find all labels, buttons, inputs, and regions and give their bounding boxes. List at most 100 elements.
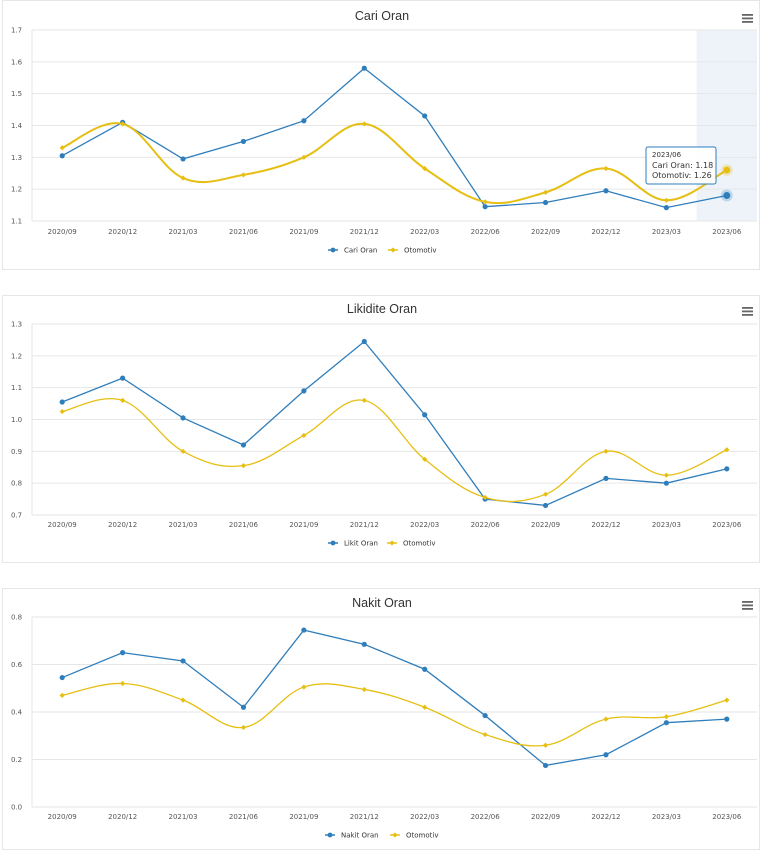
data-point-otomotiv[interactable] xyxy=(180,697,186,703)
x-tick-label: 2023/06 xyxy=(712,521,742,529)
y-tick-label: 0.2 xyxy=(11,756,22,764)
data-point-likit-oran[interactable] xyxy=(240,442,247,448)
data-point-nakit-oran[interactable] xyxy=(422,666,428,672)
data-point-otomotiv[interactable] xyxy=(542,189,549,195)
data-point-cari-oran[interactable] xyxy=(361,65,367,71)
data-point-nakit-oran[interactable] xyxy=(603,752,609,758)
data-point-otomotiv[interactable] xyxy=(663,197,669,203)
data-point-otomotiv[interactable] xyxy=(301,432,307,439)
data-point-otomotiv[interactable] xyxy=(663,714,669,720)
legend-label: Otomotiv xyxy=(403,540,435,548)
legend-item-otomotiv[interactable]: Otomotiv xyxy=(388,247,436,255)
data-point-nakit-oran[interactable] xyxy=(180,658,186,664)
data-point-otomotiv[interactable] xyxy=(422,704,428,710)
data-point-otomotiv[interactable] xyxy=(59,408,65,415)
data-point-nakit-oran[interactable] xyxy=(482,712,488,719)
data-point-cari-oran[interactable] xyxy=(542,199,549,206)
data-point-otomotiv[interactable] xyxy=(59,692,65,698)
data-point-likit-oran[interactable] xyxy=(180,415,186,421)
legend-item-cari-oran[interactable]: Cari Oran xyxy=(328,247,377,255)
data-point-otomotiv[interactable] xyxy=(603,448,609,454)
data-point-nakit-oran[interactable] xyxy=(542,762,549,769)
x-tick-label: 2021/09 xyxy=(289,521,318,529)
y-tick-label: 0.6 xyxy=(11,661,23,669)
legend-label: Nakit Oran xyxy=(341,832,379,840)
data-point-cari-oran[interactable] xyxy=(240,138,247,145)
data-point-likit-oran[interactable] xyxy=(422,412,428,418)
data-point-otomotiv[interactable] xyxy=(59,145,65,151)
x-tick-label: 2020/09 xyxy=(48,228,77,236)
hamburger-menu-icon[interactable] xyxy=(742,601,753,610)
chart-title: Cari Oran xyxy=(355,9,409,23)
data-point-likit-oran[interactable] xyxy=(603,475,609,481)
legend-label: Likit Oran xyxy=(344,540,378,548)
x-tick-label: 2021/03 xyxy=(168,521,197,529)
y-tick-label: 0.8 xyxy=(11,480,22,488)
data-point-otomotiv[interactable] xyxy=(240,172,247,178)
data-point-likit-oran[interactable] xyxy=(301,388,307,394)
legend-item-likit-oran[interactable]: Likit Oran xyxy=(328,540,378,548)
x-tick-label: 2023/03 xyxy=(652,228,681,236)
legend-marker xyxy=(389,540,395,546)
data-point-otomotiv[interactable] xyxy=(603,716,609,722)
data-point-nakit-oran[interactable] xyxy=(120,650,126,656)
data-point-likit-oran[interactable] xyxy=(663,480,669,486)
data-point-cari-oran[interactable] xyxy=(59,153,65,159)
data-point-likit-oran[interactable] xyxy=(120,375,126,381)
data-point-otomotiv[interactable] xyxy=(361,397,367,403)
y-tick-label: 0.9 xyxy=(11,448,22,456)
data-point-otomotiv[interactable] xyxy=(120,680,126,687)
y-tick-label: 0.7 xyxy=(11,512,22,520)
data-point-likit-oran[interactable] xyxy=(724,466,730,472)
data-point-nakit-oran[interactable] xyxy=(663,720,669,726)
data-point-nakit-oran[interactable] xyxy=(301,627,307,633)
data-point-otomotiv[interactable] xyxy=(180,175,186,181)
data-point-otomotiv[interactable] xyxy=(482,199,488,205)
data-point-otomotiv[interactable] xyxy=(120,397,126,403)
data-point-cari-oran[interactable] xyxy=(603,188,609,194)
x-tick-label: 2020/12 xyxy=(108,813,137,821)
data-point-nakit-oran[interactable] xyxy=(240,704,247,710)
chart-cari-oran: Cari Oran 1.1 1.2 1.3 1.4 1.5 1.6 1.7 2020/09 202… xyxy=(11,9,757,255)
y-tick-label: 1.1 xyxy=(11,384,22,392)
data-point-otomotiv[interactable] xyxy=(240,463,247,469)
data-point-likit-oran[interactable] xyxy=(59,399,65,405)
data-point-otomotiv[interactable] xyxy=(301,154,307,160)
y-tick-label: 1.2 xyxy=(11,352,22,360)
data-point-likit-oran[interactable] xyxy=(542,502,549,509)
data-point-otomotiv[interactable] xyxy=(422,165,428,172)
data-point-otomotiv[interactable] xyxy=(361,121,367,127)
data-point-likit-oran[interactable] xyxy=(361,338,367,345)
data-point-nakit-oran[interactable] xyxy=(59,674,65,681)
hamburger-menu-icon[interactable] xyxy=(742,14,753,23)
legend-item-nakit-oran[interactable]: Nakit Oran xyxy=(325,832,379,840)
x-tick-label: 2020/12 xyxy=(108,521,137,529)
data-point-otomotiv[interactable] xyxy=(542,742,549,748)
data-point-otomotiv[interactable] xyxy=(120,121,126,127)
x-tick-label: 2023/03 xyxy=(652,813,681,821)
data-point-cari-oran[interactable] xyxy=(180,156,186,162)
x-tick-label: 2020/09 xyxy=(48,521,77,529)
data-point-otomotiv[interactable] xyxy=(240,724,247,731)
data-point-otomotiv[interactable] xyxy=(603,165,609,172)
data-point-nakit-oran[interactable] xyxy=(724,716,730,722)
data-point-cari-oran[interactable] xyxy=(663,205,669,211)
data-point-otomotiv[interactable] xyxy=(482,731,488,738)
x-tick-label: 2021/09 xyxy=(289,228,318,236)
x-tick-label: 2022/09 xyxy=(531,521,560,529)
data-point-cari-oran[interactable] xyxy=(301,118,307,124)
data-point-cari-oran[interactable] xyxy=(422,113,428,119)
hamburger-menu-icon[interactable] xyxy=(742,307,753,316)
chart-panel-likidite-oran: Likidite Oran 0.7 0.8 0.9 1.0 1.1 1.2 1.3 2020/0… xyxy=(2,295,760,563)
legend-label: Cari Oran xyxy=(344,247,377,255)
data-point-otomotiv[interactable] xyxy=(301,684,307,690)
data-point-otomotiv[interactable] xyxy=(663,472,669,478)
legend-item-otomotiv[interactable]: Otomotiv xyxy=(387,540,435,548)
data-point-nakit-oran[interactable] xyxy=(361,641,367,647)
x-tick-label: 2020/09 xyxy=(48,813,77,821)
data-point-otomotiv[interactable] xyxy=(361,686,367,693)
data-point-otomotiv[interactable] xyxy=(724,697,730,703)
data-point-otomotiv[interactable] xyxy=(542,491,549,497)
data-point-cari-oran[interactable] xyxy=(482,204,488,210)
legend-item-otomotiv[interactable]: Otomotiv xyxy=(390,832,438,840)
